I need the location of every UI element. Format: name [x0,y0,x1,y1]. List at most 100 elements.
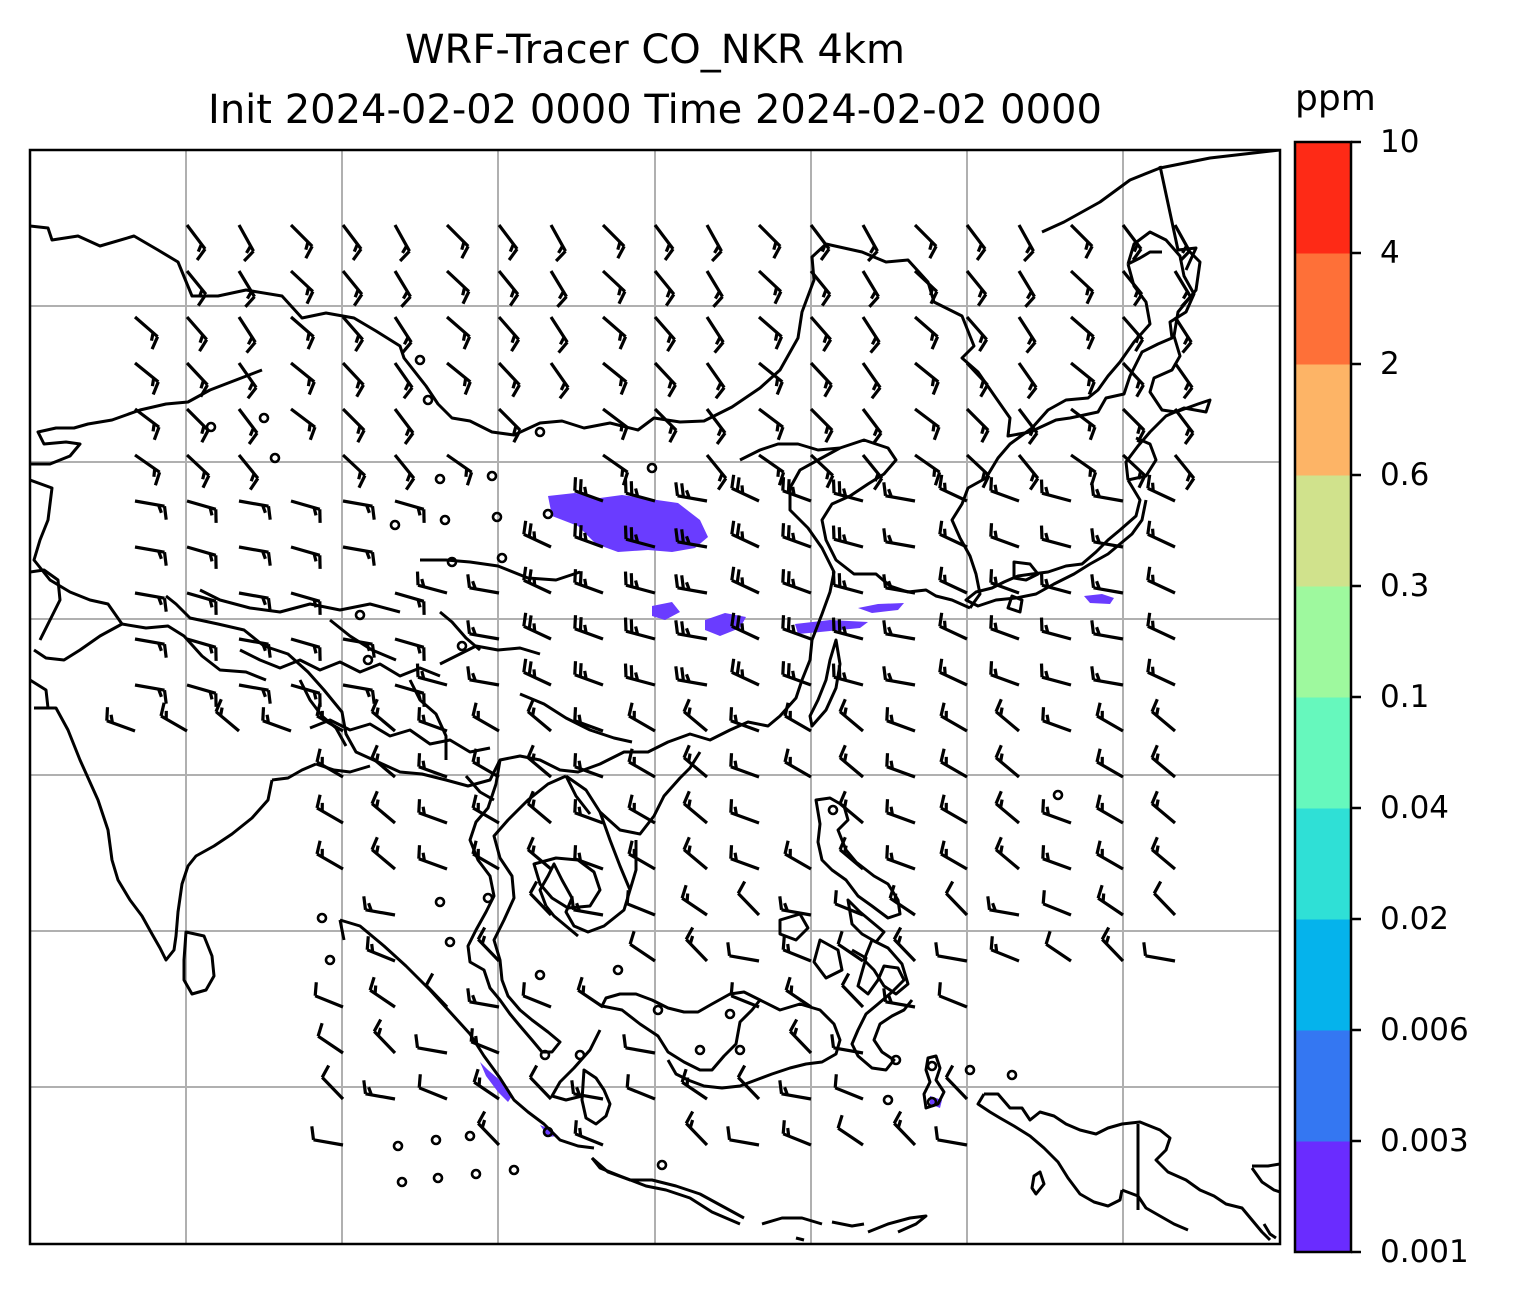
wind-barb [622,1034,656,1055]
wind-barb [1173,224,1191,263]
wind-barb [705,362,726,400]
wind-barb [1090,666,1124,687]
wind-barb [778,896,812,917]
wind-barb [601,269,627,305]
wind-barb [471,702,500,733]
wind-barb [471,748,500,779]
wind-barb [237,453,260,491]
calm-wind-marker [396,1176,408,1188]
wind-barb [237,224,255,263]
wind-barb [730,612,760,641]
calm-wind-marker [539,1049,551,1061]
wind-barb [1146,474,1176,503]
colorbar-segment [1295,364,1351,476]
calm-wind-marker [652,1004,664,1016]
wind-barb [934,942,968,963]
tracer-plumes [480,493,1114,1137]
wind-barb [570,1080,604,1101]
wind-barb [939,702,968,733]
wind-barb [186,683,218,707]
wind-barb [602,407,629,441]
wind-barb [1041,799,1072,825]
wind-barb [885,845,916,871]
plume-japan [1084,594,1114,604]
wind-barb [1121,224,1143,261]
calm-wind-marker [392,1140,404,1152]
wind-barb [133,315,160,350]
wind-barb [370,790,397,825]
plume-sumatra [480,1062,512,1102]
wind-barb [1017,362,1038,400]
wind-barb [989,936,1020,963]
colorbar-segment [1295,1030,1351,1142]
calm-wind-marker [534,969,546,981]
wind-barb [134,591,168,612]
wind-barb [497,407,522,443]
calm-wind-marker [1006,1069,1018,1081]
wind-barb [445,223,470,259]
calm-wind-marker [258,412,270,424]
colorbar-tick-label: 4 [1380,235,1400,271]
wind-barb [466,988,500,1009]
wind-barb [1070,407,1097,441]
wind-barb [370,744,397,779]
wind-barb [653,224,675,261]
wind-barb [289,223,314,259]
wind-barb [445,315,472,350]
calm-wind-marker [890,1054,902,1066]
wind-barb [1146,566,1176,595]
wind-barb [783,702,812,733]
wind-barb [885,753,916,779]
calm-wind-marker [724,1008,736,1020]
wind-barb [445,361,472,396]
colorbar-unit-label: ppm [1295,78,1376,119]
wind-barb [1095,702,1124,733]
wind-barb [1041,890,1072,917]
wind-barb [365,936,396,963]
wind-barb [861,316,881,354]
colorbar-segment [1295,1141,1351,1253]
wind-barb [497,269,520,307]
calm-wind-marker [542,1126,554,1138]
wind-barb [989,615,1020,641]
wind-barb [362,1080,396,1101]
wind-barb [809,407,834,443]
wind-barb [341,453,367,489]
wind-barb [185,269,208,307]
wind-barb [623,617,656,641]
wind-barb [237,408,259,445]
wind-barb [1017,270,1036,308]
wind-barb [1096,884,1124,917]
wind-barb [623,571,656,595]
wind-barb [134,545,168,566]
wind-barb [573,615,604,641]
wind-barb [573,523,604,549]
calm-wind-marker [491,511,503,523]
wind-barb [497,315,521,353]
wind-barb [320,1064,345,1101]
wind-barb [1121,361,1145,398]
wind-barb [625,890,656,917]
wind-barb [705,408,727,445]
wind-barb [885,707,916,733]
wind-barb [783,748,812,779]
wind-barb [1044,930,1072,963]
wind-barb [573,477,604,503]
wind-barb [674,666,708,687]
wind-barb [315,840,344,871]
colorbar-segment [1295,475,1351,587]
wind-barb [861,362,882,400]
wind-barb [185,407,210,443]
wind-barb [342,545,376,566]
wind-barb [757,269,783,305]
calm-wind-marker [612,964,624,976]
wind-barb [778,1080,812,1101]
wind-barb [238,683,272,704]
wind-barb [680,884,708,917]
wind-barb [316,1022,344,1055]
wind-barb [289,361,316,396]
wind-barb [736,880,761,917]
wind-barb [705,453,728,491]
calm-wind-marker [354,609,366,621]
wind-barb [417,799,448,825]
